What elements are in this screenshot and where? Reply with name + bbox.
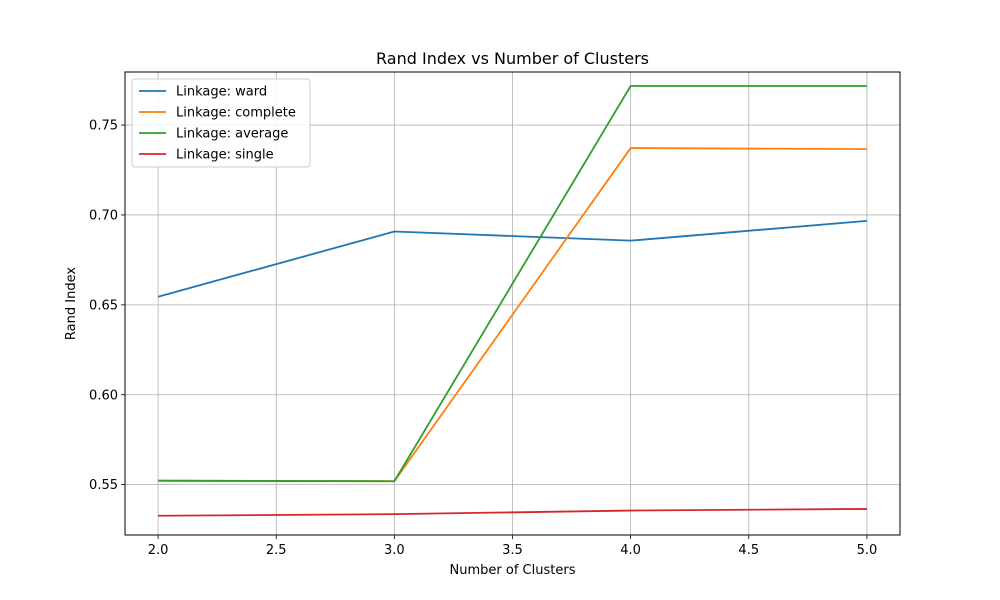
x-tick-label: 3.0 — [384, 543, 405, 558]
legend-label: Linkage: ward — [176, 85, 267, 100]
series-lines — [157, 85, 867, 517]
x-axis-label: Number of Clusters — [450, 563, 576, 578]
chart-title: Rand Index vs Number of Clusters — [376, 49, 649, 68]
legend-label: Linkage: average — [176, 127, 288, 142]
grid-lines — [125, 72, 900, 535]
x-tick-label: 3.5 — [502, 543, 523, 558]
y-tick-label: 0.60 — [89, 388, 118, 403]
x-tick-label: 5.0 — [857, 543, 878, 558]
y-tick-label: 0.75 — [89, 119, 118, 134]
y-axis-label: Rand Index — [64, 267, 79, 340]
y-tick-label: 0.55 — [89, 478, 118, 493]
legend: Linkage: ward Linkage: complete Linkage: a… — [131, 78, 311, 168]
series-line-linkage-ward — [157, 219, 867, 298]
series-line-linkage-average — [158, 85, 867, 483]
axis-ticks: 2.0 2.5 3.0 3.5 4.0 4.5 5.0 0.55 0.60 0.65 0.70 0.7… — [89, 119, 877, 558]
x-tick-label: 4.0 — [620, 543, 641, 558]
x-tick-label: 2.0 — [148, 543, 169, 558]
legend-box — [131, 78, 311, 168]
y-tick-label: 0.65 — [89, 298, 118, 313]
x-tick-label: 2.5 — [266, 543, 287, 558]
y-tick-label: 0.70 — [89, 208, 118, 223]
x-tick-label: 4.5 — [738, 543, 759, 558]
series-line-linkage-single — [158, 508, 867, 517]
legend-label: Linkage: single — [176, 148, 274, 163]
legend-label: Linkage: complete — [176, 106, 296, 121]
